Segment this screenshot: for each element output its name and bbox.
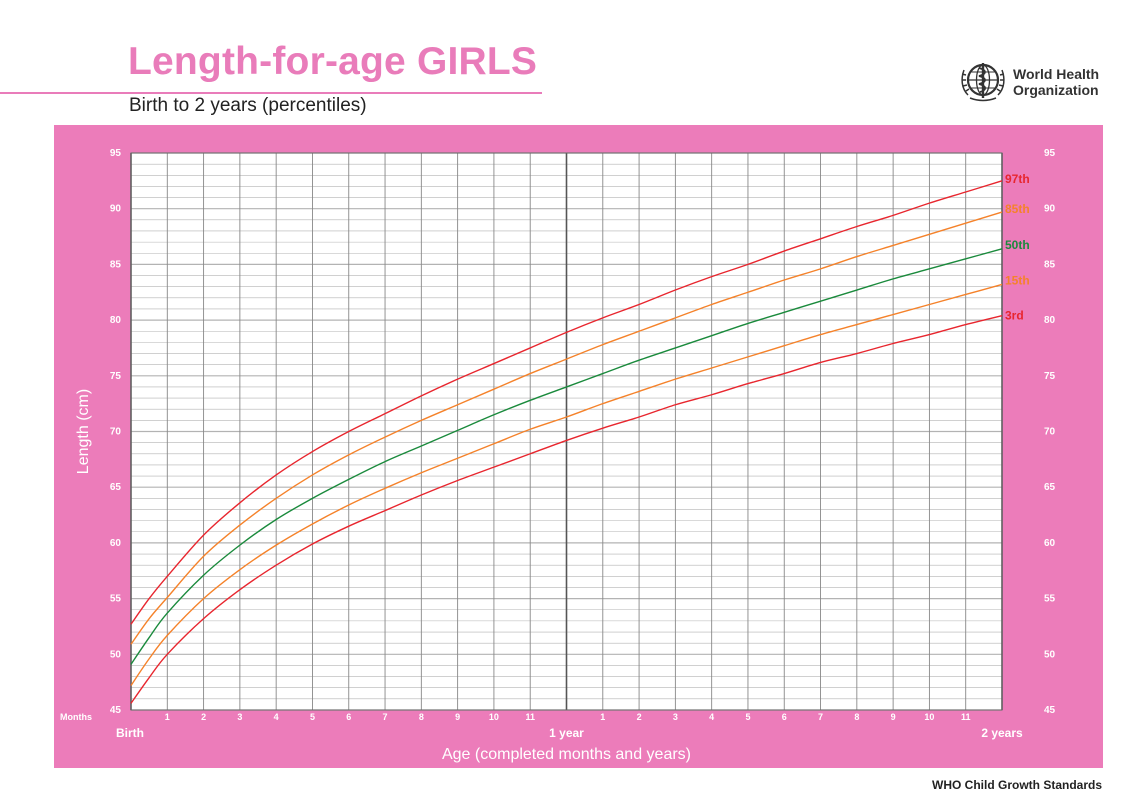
x-tick-label: 2	[637, 712, 642, 722]
x-unit-label: Months	[60, 712, 92, 722]
curve-label-85th: 85th	[1005, 202, 1030, 216]
y-axis-title: Length (cm)	[75, 389, 92, 474]
x-tick-label: 9	[891, 712, 896, 722]
x-tick-label: 5	[745, 712, 750, 722]
y-tick-label-right: 95	[1044, 148, 1056, 159]
y-tick-label-right: 45	[1044, 705, 1056, 716]
y-tick-label-left: 60	[110, 538, 122, 549]
page-title: Length-for-age GIRLS	[128, 40, 538, 83]
y-tick-label-right: 60	[1044, 538, 1056, 549]
x-tick-label: 10	[489, 712, 499, 722]
x-tick-label: 10	[924, 712, 934, 722]
curve-label-50th: 50th	[1005, 238, 1030, 252]
y-tick-label-right: 65	[1044, 482, 1056, 493]
y-tick-label-right: 55	[1044, 594, 1056, 605]
y-tick-label-right: 70	[1044, 427, 1056, 438]
x-period-label: 1 year	[549, 726, 584, 740]
percentile-curve-3rd	[130, 314, 1003, 704]
y-tick-label-left: 75	[110, 371, 122, 382]
x-tick-label: 6	[782, 712, 787, 722]
x-tick-label: 5	[310, 712, 315, 722]
x-tick-label: 11	[525, 712, 535, 722]
x-period-label: Birth	[116, 726, 144, 740]
organization-name: World Health Organization	[1013, 66, 1099, 98]
y-tick-label-right: 75	[1044, 371, 1056, 382]
x-tick-label: 11	[961, 712, 971, 722]
footer-credit: WHO Child Growth Standards	[932, 778, 1102, 792]
plot-border	[130, 152, 1003, 711]
x-tick-label: 4	[274, 712, 279, 722]
x-tick-label: 8	[854, 712, 859, 722]
y-tick-label-left: 80	[110, 315, 122, 326]
percentile-curve-15th	[130, 283, 1003, 686]
x-tick-label: 4	[709, 712, 714, 722]
y-tick-label-right: 90	[1044, 204, 1056, 215]
x-tick-label: 7	[383, 712, 388, 722]
y-tick-label-left: 70	[110, 427, 122, 438]
percentile-curve-97th	[130, 180, 1003, 625]
x-tick-label: 1	[600, 712, 605, 722]
organization-name-line1: World Health	[1013, 66, 1100, 82]
y-tick-label-left: 45	[110, 705, 122, 716]
x-tick-label: 3	[673, 712, 678, 722]
x-tick-label: 8	[419, 712, 424, 722]
title-underline	[0, 92, 542, 94]
y-tick-label-right: 85	[1044, 259, 1056, 270]
y-tick-label-left: 50	[110, 649, 122, 660]
x-tick-label: 6	[346, 712, 351, 722]
y-tick-label-left: 55	[110, 594, 122, 605]
y-tick-label-left: 85	[110, 259, 122, 270]
x-period-label: 2 years	[981, 726, 1023, 740]
who-emblem-icon	[958, 60, 1008, 109]
y-tick-label-right: 50	[1044, 649, 1056, 660]
x-tick-label: 3	[237, 712, 242, 722]
y-tick-label-right: 80	[1044, 315, 1056, 326]
percentile-curve-50th	[130, 248, 1003, 665]
page-subtitle: Birth to 2 years (percentiles)	[129, 95, 367, 116]
curve-label-15th: 15th	[1005, 273, 1030, 287]
x-tick-label: 1	[165, 712, 170, 722]
x-tick-label: 9	[455, 712, 460, 722]
percentile-curve-85th	[130, 211, 1003, 645]
x-tick-label: 2	[201, 712, 206, 722]
curve-label-97th: 97th	[1005, 172, 1030, 186]
x-tick-label: 7	[818, 712, 823, 722]
curve-label-3rd: 3rd	[1005, 309, 1024, 323]
y-tick-label-left: 90	[110, 204, 122, 215]
y-tick-label-left: 95	[110, 148, 122, 159]
chart-panel: 45 45 50 50 55 55 60 60 65 65 70 70 75 75 80 80 85 85 90 90…	[54, 125, 1103, 768]
x-axis-title: Age (completed months and years)	[442, 746, 691, 763]
y-tick-label-left: 65	[110, 482, 122, 493]
organization-name-line2: Organization	[1013, 82, 1099, 98]
